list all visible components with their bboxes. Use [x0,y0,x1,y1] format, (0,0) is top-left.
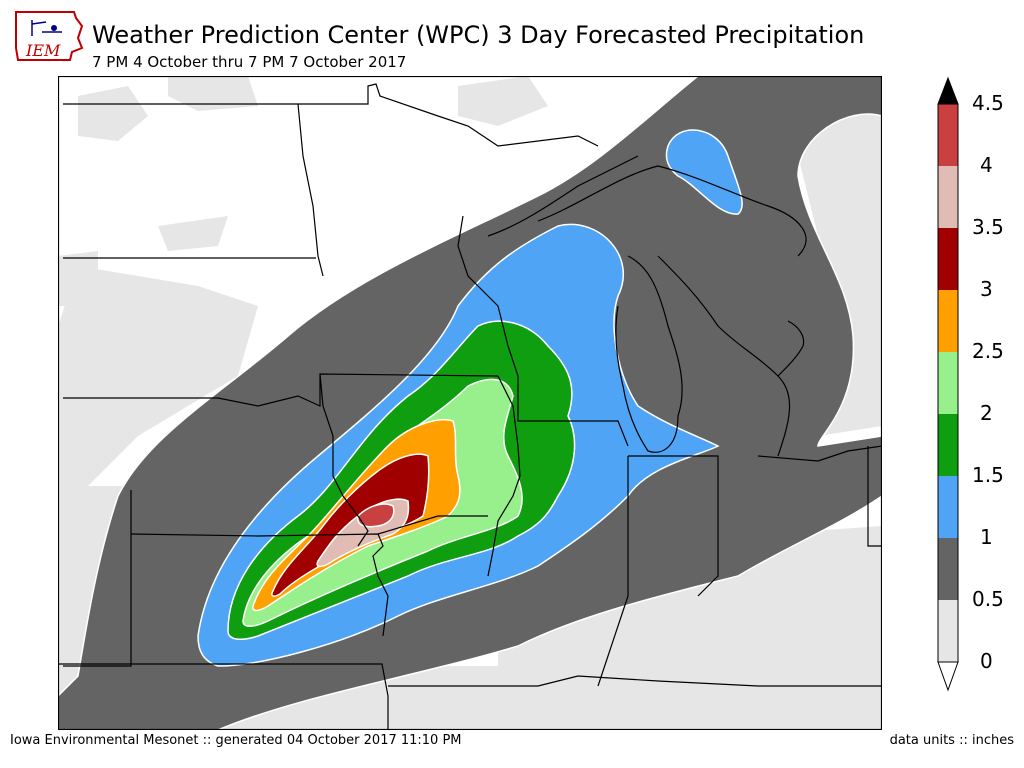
colorbar-band-band-3-5 [938,166,958,228]
colorbar-label-1-5: 1.5 [972,463,1004,487]
colorbar-bands [938,104,958,662]
page-subtitle: 7 PM 4 October thru 7 PM 7 October 2017 [92,53,407,71]
precipitation-map [58,76,882,730]
colorbar-label-1: 1 [980,525,993,549]
colorbar-band-band-3 [938,228,958,290]
colorbar-band-band-0 [938,600,958,662]
colorbar-label-4-5: 4.5 [972,91,1004,115]
colorbar-band-band-2-5 [938,290,958,352]
precipitation-colorbar: 0 0.5 1 1.5 2 2.5 3 3.5 4 4.5 [937,76,1004,692]
footer-credit: Iowa Environmental Mesonet :: generated … [10,733,462,748]
iem-logo: IEM [15,11,84,61]
colorbar-label-0-5: 0.5 [972,587,1004,611]
colorbar-label-3: 3 [980,277,993,301]
colorbar-under-min-triangle [937,661,959,692]
footer-units: data units :: inches [889,733,1014,748]
colorbar-label-0: 0 [980,649,993,673]
colorbar-band-band-4 [938,104,958,166]
map-frame [58,76,882,730]
colorbar-label-3-5: 3.5 [972,215,1004,239]
logo-text: IEM [25,41,61,60]
colorbar-band-band-1-5 [938,414,958,476]
lake-michigan-shoreline [487,155,807,457]
page-title: Weather Prediction Center (WPC) 3 Day Fo… [92,21,865,49]
colorbar-over-max-triangle [937,76,959,105]
state-boundaries [58,83,882,730]
colorbar-label-2: 2 [980,401,993,425]
colorbar-label-2-5: 2.5 [972,339,1004,363]
band-4-area [357,503,395,528]
colorbar-label-4: 4 [980,153,993,177]
weather-station-icon [31,20,62,36]
colorbar-band-band-0-5 [938,538,958,600]
colorbar-band-band-1 [938,476,958,538]
colorbar-frame [937,103,959,663]
colorbar-band-band-2 [938,352,958,414]
